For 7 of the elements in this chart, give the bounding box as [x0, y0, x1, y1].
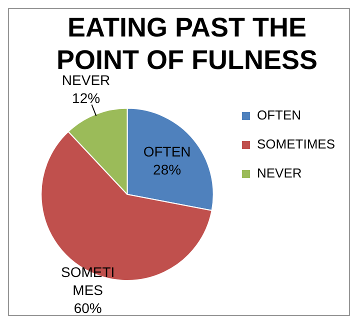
legend-label: SOMETIMES — [256, 136, 336, 152]
data-label: 60% — [74, 300, 102, 316]
legend-label: OFTEN — [256, 108, 302, 123]
slice-label: OFTEN — [143, 143, 191, 160]
legend-label: NEVER — [256, 166, 302, 181]
data-label: 28% — [153, 161, 182, 178]
data-label: 12% — [72, 90, 100, 106]
